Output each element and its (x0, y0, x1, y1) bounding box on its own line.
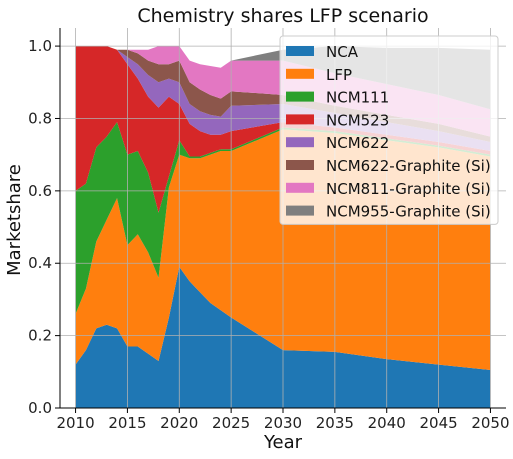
x-tick-label-7: 2045 (419, 414, 457, 432)
x-tick-label-4: 2030 (264, 414, 302, 432)
legend-label-3: NCM523 (326, 111, 389, 129)
legend-swatch-6 (286, 182, 314, 193)
legend-label-7: NCM955-Graphite (Si) (326, 203, 491, 221)
legend-label-1: LFP (326, 66, 352, 84)
y-tick-label-1: 0.2 (28, 327, 52, 345)
legend-swatch-3 (286, 114, 314, 125)
y-tick-label-5: 1.0 (28, 37, 52, 55)
y-tick-label-2: 0.4 (28, 254, 52, 272)
y-tick-label-0: 0.0 (28, 399, 52, 417)
legend-label-4: NCM622 (326, 134, 389, 152)
legend-label-5: NCM622-Graphite (Si) (326, 157, 491, 175)
y-axis-label: Marketshare (4, 164, 25, 276)
y-tick-label-3: 0.6 (28, 182, 52, 200)
x-tick-label-2: 2020 (160, 414, 198, 432)
legend-label-2: NCM111 (326, 89, 389, 107)
legend-label-6: NCM811-Graphite (Si) (326, 180, 491, 198)
legend-swatch-4 (286, 137, 314, 148)
tick-layer: 2010 2015 2020 2025 2030 2035 2040 2045 2050 0.0 0… (28, 37, 509, 432)
x-tick-label-6: 2040 (368, 414, 406, 432)
area-series-2 (75, 122, 491, 314)
x-tick-label-8: 2050 (471, 414, 509, 432)
legend-swatch-7 (286, 205, 314, 216)
x-axis-label: Year (263, 432, 303, 453)
x-tick-label-3: 2025 (212, 414, 250, 432)
x-tick-label-5: 2035 (316, 414, 354, 432)
legend-swatch-0 (286, 46, 314, 56)
legend-frame (279, 35, 499, 225)
x-tick-label-0: 2010 (56, 414, 94, 432)
chart-title: Chemistry shares LFP scenario (137, 5, 428, 27)
x-tick-label-1: 2015 (108, 414, 146, 432)
legend-swatch-2 (286, 91, 314, 102)
legend-swatch-5 (286, 160, 314, 170)
legend: NCA LFP NCM111 NCM523 NCM622 NCM622-Graphite … (279, 35, 499, 225)
area-series-3 (75, 46, 491, 213)
legend-label-0: NCA (326, 43, 359, 61)
legend-swatch-1 (286, 68, 314, 79)
y-tick-label-4: 0.8 (28, 109, 52, 127)
